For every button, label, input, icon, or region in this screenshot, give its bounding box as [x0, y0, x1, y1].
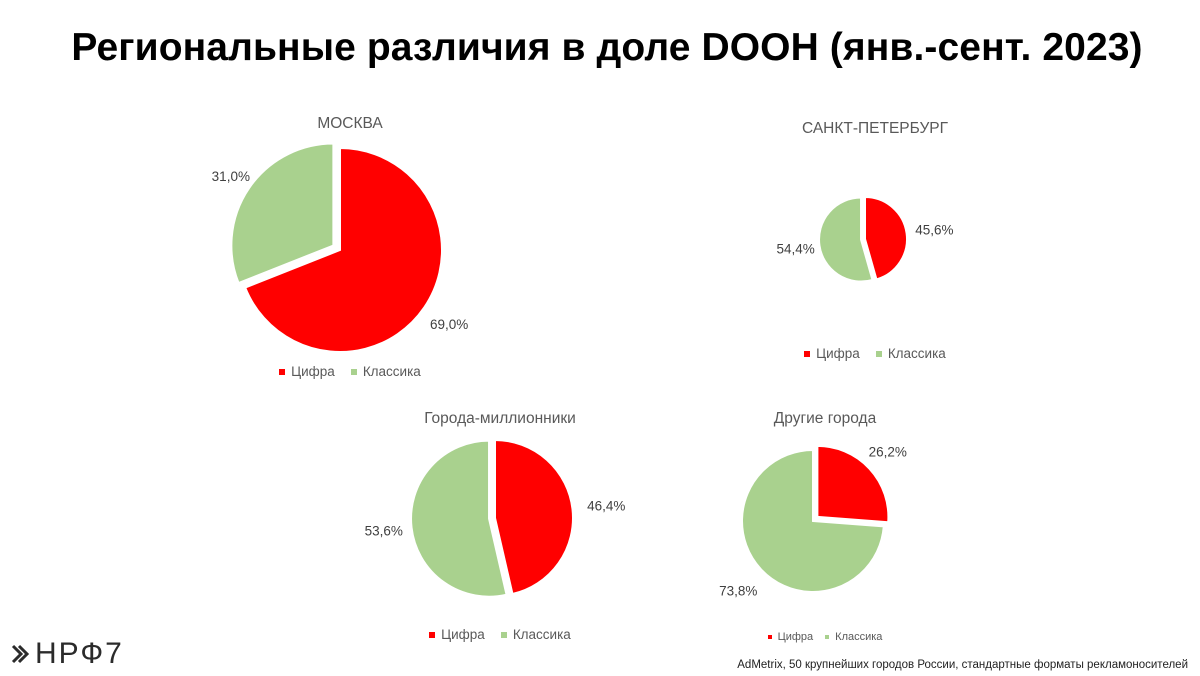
legend-item-classic: Классика [500, 627, 571, 642]
legend-label-digital: Цифра [441, 627, 485, 642]
pie-slice-digital [816, 444, 890, 524]
chart-title: МОСКВА [317, 115, 383, 132]
data-label-classic: 53,6% [365, 524, 403, 539]
legend-swatch-classic [350, 368, 357, 375]
nrf-logo: НРФ7 [10, 637, 124, 671]
chart-title: Другие города [773, 410, 877, 427]
legend-item-classic: Классика [825, 631, 882, 643]
legend-swatch-digital [767, 635, 772, 639]
legend-label-classic: Классика [362, 364, 421, 379]
legend-swatch-digital [804, 350, 811, 357]
pie-other-cities: 26,2% 73,8% [719, 444, 907, 599]
legend-item-digital: Цифра [279, 364, 335, 379]
chart-moscow: МОСКВА 69,0% 31,0% Цифра Классика [170, 105, 530, 390]
legend-item-digital: Цифра [804, 346, 860, 361]
nrf-logo-icon [11, 644, 30, 664]
pie-slice-classic [818, 196, 874, 283]
legend: Цифра Классика [670, 631, 980, 643]
legend-label-digital: Цифра [777, 631, 814, 643]
data-label-classic: 31,0% [212, 169, 250, 184]
legend-item-classic: Классика [350, 364, 421, 379]
chart-spb: САНКТ-ПЕТЕРБУРГ 45,6% 54,4% Цифра Классик… [725, 110, 1025, 370]
legend: Цифра Классика [345, 627, 655, 642]
legend-label-classic: Классика [835, 631, 883, 643]
chart-title: Города-миллионники [424, 410, 576, 427]
legend-label-digital: Цифра [816, 346, 860, 361]
pie-slice-digital [494, 438, 574, 596]
legend: Цифра Классика [170, 364, 530, 379]
pie-slice-digital [243, 146, 443, 353]
legend-label-digital: Цифра [291, 364, 335, 379]
data-label-digital: 45,6% [915, 222, 953, 237]
chart-other-cities: Другие города 26,2% 73,8% Цифра Классика [670, 398, 980, 653]
chart-title: САНКТ-ПЕТЕРБУРГ [801, 120, 949, 137]
data-label-classic: 54,4% [777, 242, 815, 257]
legend-item-classic: Классика [875, 346, 946, 361]
pie-slice-classic [230, 142, 335, 285]
legend-item-digital: Цифра [429, 627, 485, 642]
chart-million-cities: Города-миллионники 46,4% 53,6% Цифра Клас… [345, 398, 655, 658]
legend-swatch-digital [429, 631, 436, 638]
source-note: AdMetrix, 50 крупнейших городов России, … [737, 659, 1188, 671]
pie-slice-classic [410, 439, 508, 598]
pie-slice-classic [741, 448, 885, 593]
data-label-digital: 69,0% [430, 317, 468, 332]
legend-swatch-digital [279, 368, 286, 375]
legend-label-classic: Классика [512, 627, 571, 642]
pie-spb: 45,6% 54,4% [777, 195, 953, 283]
page-title: Региональные различия в доле DOOH (янв.-… [71, 26, 1143, 69]
legend-item-digital: Цифра [767, 631, 814, 643]
logo-text: НРФ7 [35, 637, 124, 670]
data-label-digital: 26,2% [869, 445, 907, 460]
legend-swatch-classic [825, 635, 830, 639]
legend-swatch-classic [875, 350, 882, 357]
legend-label-classic: Классика [887, 346, 946, 361]
data-label-digital: 46,4% [587, 498, 625, 513]
data-label-classic: 73,8% [719, 583, 757, 598]
pie-slice-digital [864, 195, 908, 281]
pie-moscow: 69,0% 31,0% [212, 142, 468, 353]
pie-million-cities: 46,4% 53,6% [365, 438, 625, 598]
legend: Цифра Классика [725, 346, 1025, 361]
legend-swatch-classic [500, 631, 507, 638]
